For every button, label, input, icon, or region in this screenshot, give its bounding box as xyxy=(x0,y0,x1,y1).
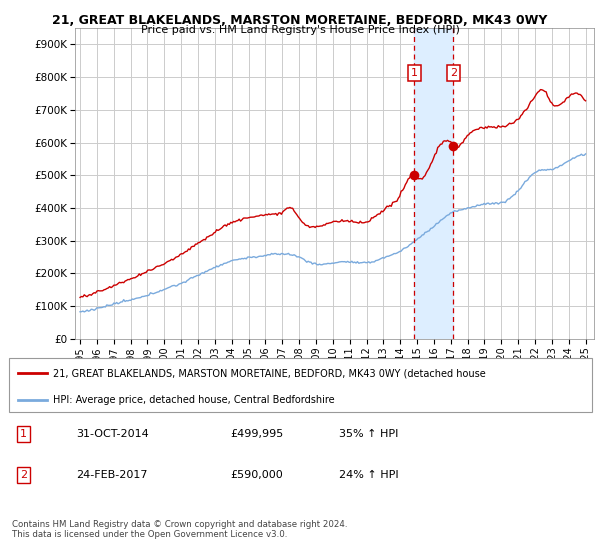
Text: 24-FEB-2017: 24-FEB-2017 xyxy=(76,470,148,480)
Text: Price paid vs. HM Land Registry's House Price Index (HPI): Price paid vs. HM Land Registry's House … xyxy=(140,25,460,35)
Text: £590,000: £590,000 xyxy=(230,470,283,480)
Text: 2: 2 xyxy=(450,68,457,78)
Text: HPI: Average price, detached house, Central Bedfordshire: HPI: Average price, detached house, Cent… xyxy=(53,395,334,405)
Text: Contains HM Land Registry data © Crown copyright and database right 2024.
This d: Contains HM Land Registry data © Crown c… xyxy=(12,520,347,539)
Text: 24% ↑ HPI: 24% ↑ HPI xyxy=(338,470,398,480)
Text: £499,995: £499,995 xyxy=(230,429,284,439)
FancyBboxPatch shape xyxy=(9,358,592,412)
Text: 2: 2 xyxy=(20,470,27,480)
Bar xyxy=(414,28,453,339)
Text: 1: 1 xyxy=(20,429,27,439)
Text: 31-OCT-2014: 31-OCT-2014 xyxy=(76,429,149,439)
Text: 35% ↑ HPI: 35% ↑ HPI xyxy=(338,429,398,439)
Text: 21, GREAT BLAKELANDS, MARSTON MORETAINE, BEDFORD, MK43 0WY: 21, GREAT BLAKELANDS, MARSTON MORETAINE,… xyxy=(52,14,548,27)
Text: 21, GREAT BLAKELANDS, MARSTON MORETAINE, BEDFORD, MK43 0WY (detached house: 21, GREAT BLAKELANDS, MARSTON MORETAINE,… xyxy=(53,368,485,379)
Text: 1: 1 xyxy=(411,68,418,78)
